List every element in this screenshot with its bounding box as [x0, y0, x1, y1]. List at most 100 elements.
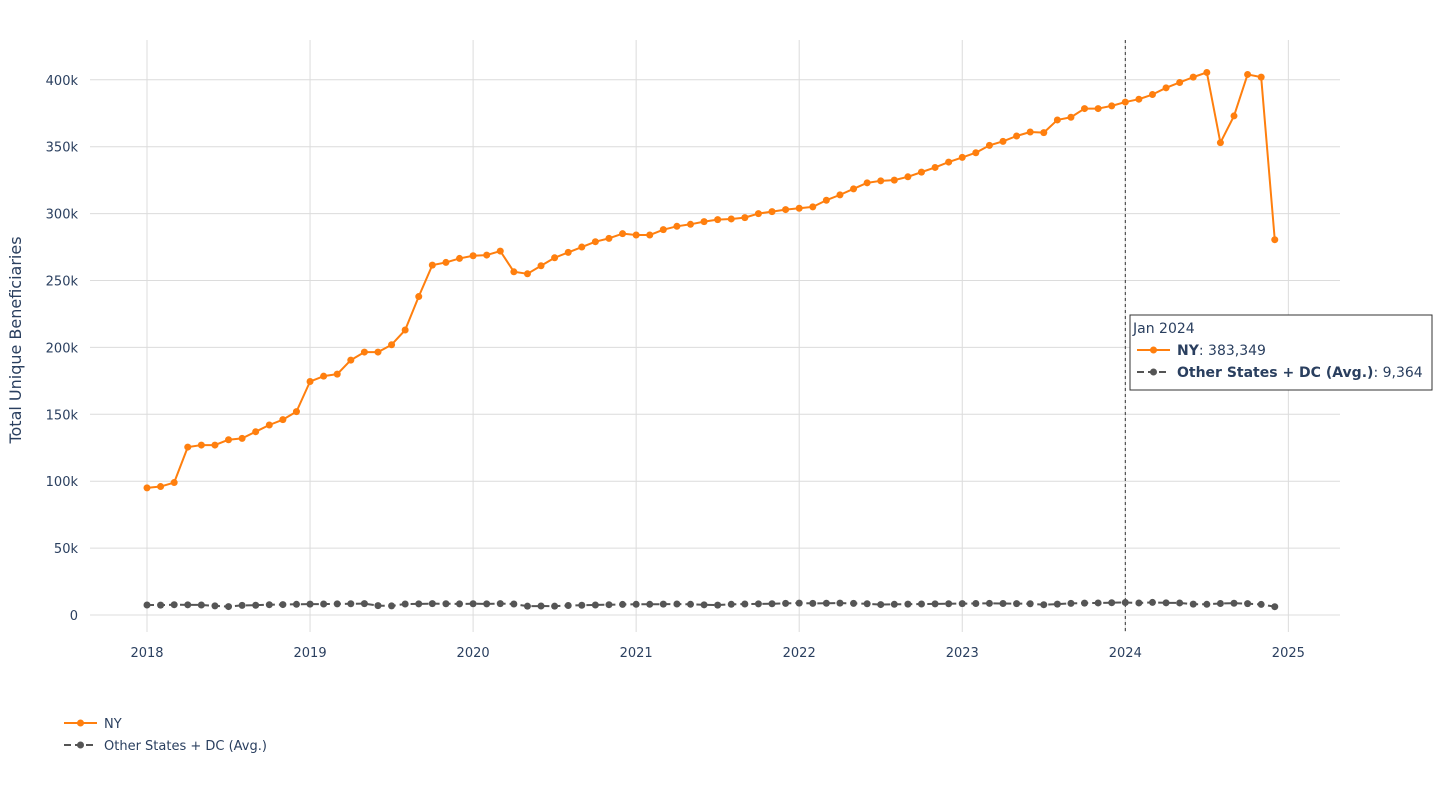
data-point[interactable]	[591, 601, 599, 609]
data-point[interactable]	[1135, 599, 1143, 607]
data-point[interactable]	[415, 293, 423, 301]
data-point[interactable]	[809, 203, 817, 211]
data-point[interactable]	[1053, 600, 1061, 608]
data-point[interactable]	[496, 600, 504, 608]
data-point[interactable]	[238, 601, 246, 609]
data-point[interactable]	[1162, 84, 1170, 92]
data-point[interactable]	[999, 599, 1007, 607]
data-point[interactable]	[1067, 599, 1075, 607]
data-point[interactable]	[1257, 73, 1265, 81]
data-point[interactable]	[333, 600, 341, 608]
data-point[interactable]	[1121, 98, 1129, 106]
data-point[interactable]	[700, 601, 708, 609]
data-point[interactable]	[714, 601, 722, 609]
data-point[interactable]	[605, 234, 613, 242]
data-point[interactable]	[1244, 70, 1252, 78]
data-point[interactable]	[1081, 105, 1089, 113]
data-point[interactable]	[483, 600, 491, 608]
data-point[interactable]	[591, 238, 599, 246]
data-point[interactable]	[1176, 78, 1184, 86]
data-point[interactable]	[1162, 599, 1170, 607]
data-point[interactable]	[578, 601, 586, 609]
data-point[interactable]	[279, 601, 287, 609]
data-point[interactable]	[1108, 599, 1116, 607]
data-point[interactable]	[850, 185, 858, 193]
data-point[interactable]	[442, 258, 450, 266]
data-point[interactable]	[143, 601, 151, 609]
data-point[interactable]	[428, 600, 436, 608]
data-point[interactable]	[1244, 600, 1252, 608]
data-point[interactable]	[1203, 600, 1211, 608]
data-point[interactable]	[1230, 599, 1238, 607]
data-point[interactable]	[537, 602, 545, 610]
data-point[interactable]	[605, 601, 613, 609]
data-point[interactable]	[170, 479, 178, 487]
data-point[interactable]	[347, 356, 355, 364]
data-point[interactable]	[1094, 105, 1102, 113]
data-point[interactable]	[238, 434, 246, 442]
data-point[interactable]	[306, 600, 314, 608]
data-point[interactable]	[890, 176, 898, 184]
data-point[interactable]	[252, 428, 260, 436]
data-point[interactable]	[360, 348, 368, 356]
data-point[interactable]	[292, 600, 300, 608]
data-point[interactable]	[945, 158, 953, 166]
data-point[interactable]	[1216, 599, 1224, 607]
data-point[interactable]	[836, 191, 844, 199]
data-point[interactable]	[1148, 598, 1156, 606]
data-point[interactable]	[428, 261, 436, 269]
data-point[interactable]	[564, 602, 572, 610]
data-point[interactable]	[1230, 112, 1238, 120]
data-point[interactable]	[265, 601, 273, 609]
data-point[interactable]	[1013, 132, 1021, 140]
data-point[interactable]	[727, 600, 735, 608]
data-point[interactable]	[469, 252, 477, 260]
data-point[interactable]	[863, 600, 871, 608]
data-point[interactable]	[727, 215, 735, 223]
data-point[interactable]	[197, 441, 205, 449]
data-point[interactable]	[306, 378, 314, 386]
data-point[interactable]	[279, 416, 287, 424]
data-point[interactable]	[782, 599, 790, 607]
data-point[interactable]	[890, 600, 898, 608]
data-point[interactable]	[415, 600, 423, 608]
data-point[interactable]	[1026, 600, 1034, 608]
data-point[interactable]	[619, 600, 627, 608]
data-point[interactable]	[388, 341, 396, 349]
data-point[interactable]	[700, 218, 708, 226]
data-point[interactable]	[673, 600, 681, 608]
data-point[interactable]	[958, 600, 966, 608]
data-point[interactable]	[1189, 73, 1197, 81]
data-point[interactable]	[687, 220, 694, 228]
data-point[interactable]	[877, 601, 885, 609]
data-point[interactable]	[1094, 599, 1102, 607]
data-point[interactable]	[456, 600, 464, 608]
data-point[interactable]	[347, 600, 355, 608]
data-point[interactable]	[741, 600, 749, 608]
data-point[interactable]	[768, 208, 776, 216]
data-point[interactable]	[1216, 139, 1224, 147]
data-point[interactable]	[646, 600, 654, 608]
data-point[interactable]	[999, 137, 1007, 145]
data-point[interactable]	[1257, 600, 1265, 608]
data-point[interactable]	[551, 602, 559, 610]
data-point[interactable]	[659, 226, 667, 234]
data-point[interactable]	[170, 601, 178, 609]
data-point[interactable]	[822, 599, 830, 607]
data-point[interactable]	[374, 348, 382, 356]
data-point[interactable]	[958, 153, 966, 161]
data-point[interactable]	[496, 247, 504, 255]
data-point[interactable]	[442, 600, 450, 608]
data-point[interactable]	[850, 599, 858, 607]
data-point[interactable]	[469, 600, 477, 608]
data-point[interactable]	[863, 179, 871, 187]
data-point[interactable]	[985, 141, 993, 149]
legend-item-other-states[interactable]: Other States + DC (Avg.)	[64, 739, 267, 754]
data-point[interactable]	[754, 600, 762, 608]
data-point[interactable]	[456, 254, 464, 262]
data-point[interactable]	[632, 231, 640, 239]
data-point[interactable]	[320, 600, 328, 608]
data-point[interactable]	[1040, 601, 1048, 609]
data-point[interactable]	[931, 600, 939, 608]
data-point[interactable]	[673, 222, 681, 230]
